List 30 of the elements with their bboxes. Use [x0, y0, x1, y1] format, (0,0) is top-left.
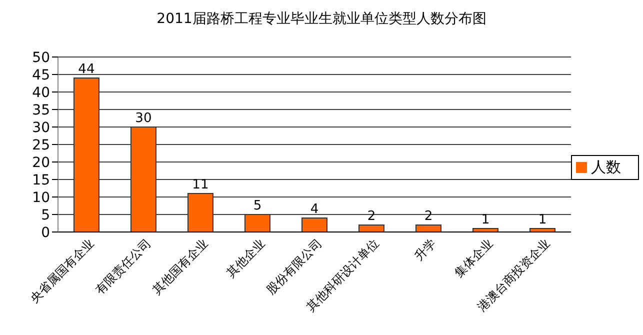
- bar: [358, 224, 384, 232]
- x-tick-label: 升学: [412, 236, 439, 264]
- data-label: 5: [253, 198, 262, 214]
- bar: [130, 126, 156, 232]
- bar: [301, 218, 328, 232]
- y-tick-label: 40: [32, 84, 50, 101]
- data-label: 1: [481, 212, 490, 228]
- legend-label: 人数: [591, 158, 621, 176]
- bar: [415, 224, 442, 232]
- chart-title: 2011届路桥工程专业毕业生就业单位类型人数分布图: [156, 10, 488, 28]
- data-label: 11: [192, 178, 209, 192]
- y-tick-label: 25: [32, 137, 50, 154]
- x-tick-label: 其他企业: [224, 236, 268, 280]
- x-tick-label: 其他国有企业: [150, 236, 211, 298]
- data-label: 30: [135, 111, 152, 126]
- y-tick-label: 35: [32, 102, 50, 118]
- y-tick-label: 30: [32, 120, 50, 136]
- bar: [187, 193, 214, 232]
- y-tick-label: 20: [32, 154, 50, 171]
- y-tick-label: 5: [41, 207, 50, 224]
- data-label: 44: [78, 62, 95, 77]
- bar: [73, 78, 100, 232]
- data-label: 4: [310, 202, 319, 217]
- y-tick-label: 45: [32, 67, 50, 84]
- y-tick-label: 15: [32, 172, 50, 188]
- x-tick-label: 集体企业: [452, 236, 496, 280]
- y-tick-label: 10: [32, 190, 50, 206]
- bar: [244, 214, 270, 232]
- data-label: 1: [538, 212, 547, 228]
- y-tick-label: 50: [32, 50, 50, 66]
